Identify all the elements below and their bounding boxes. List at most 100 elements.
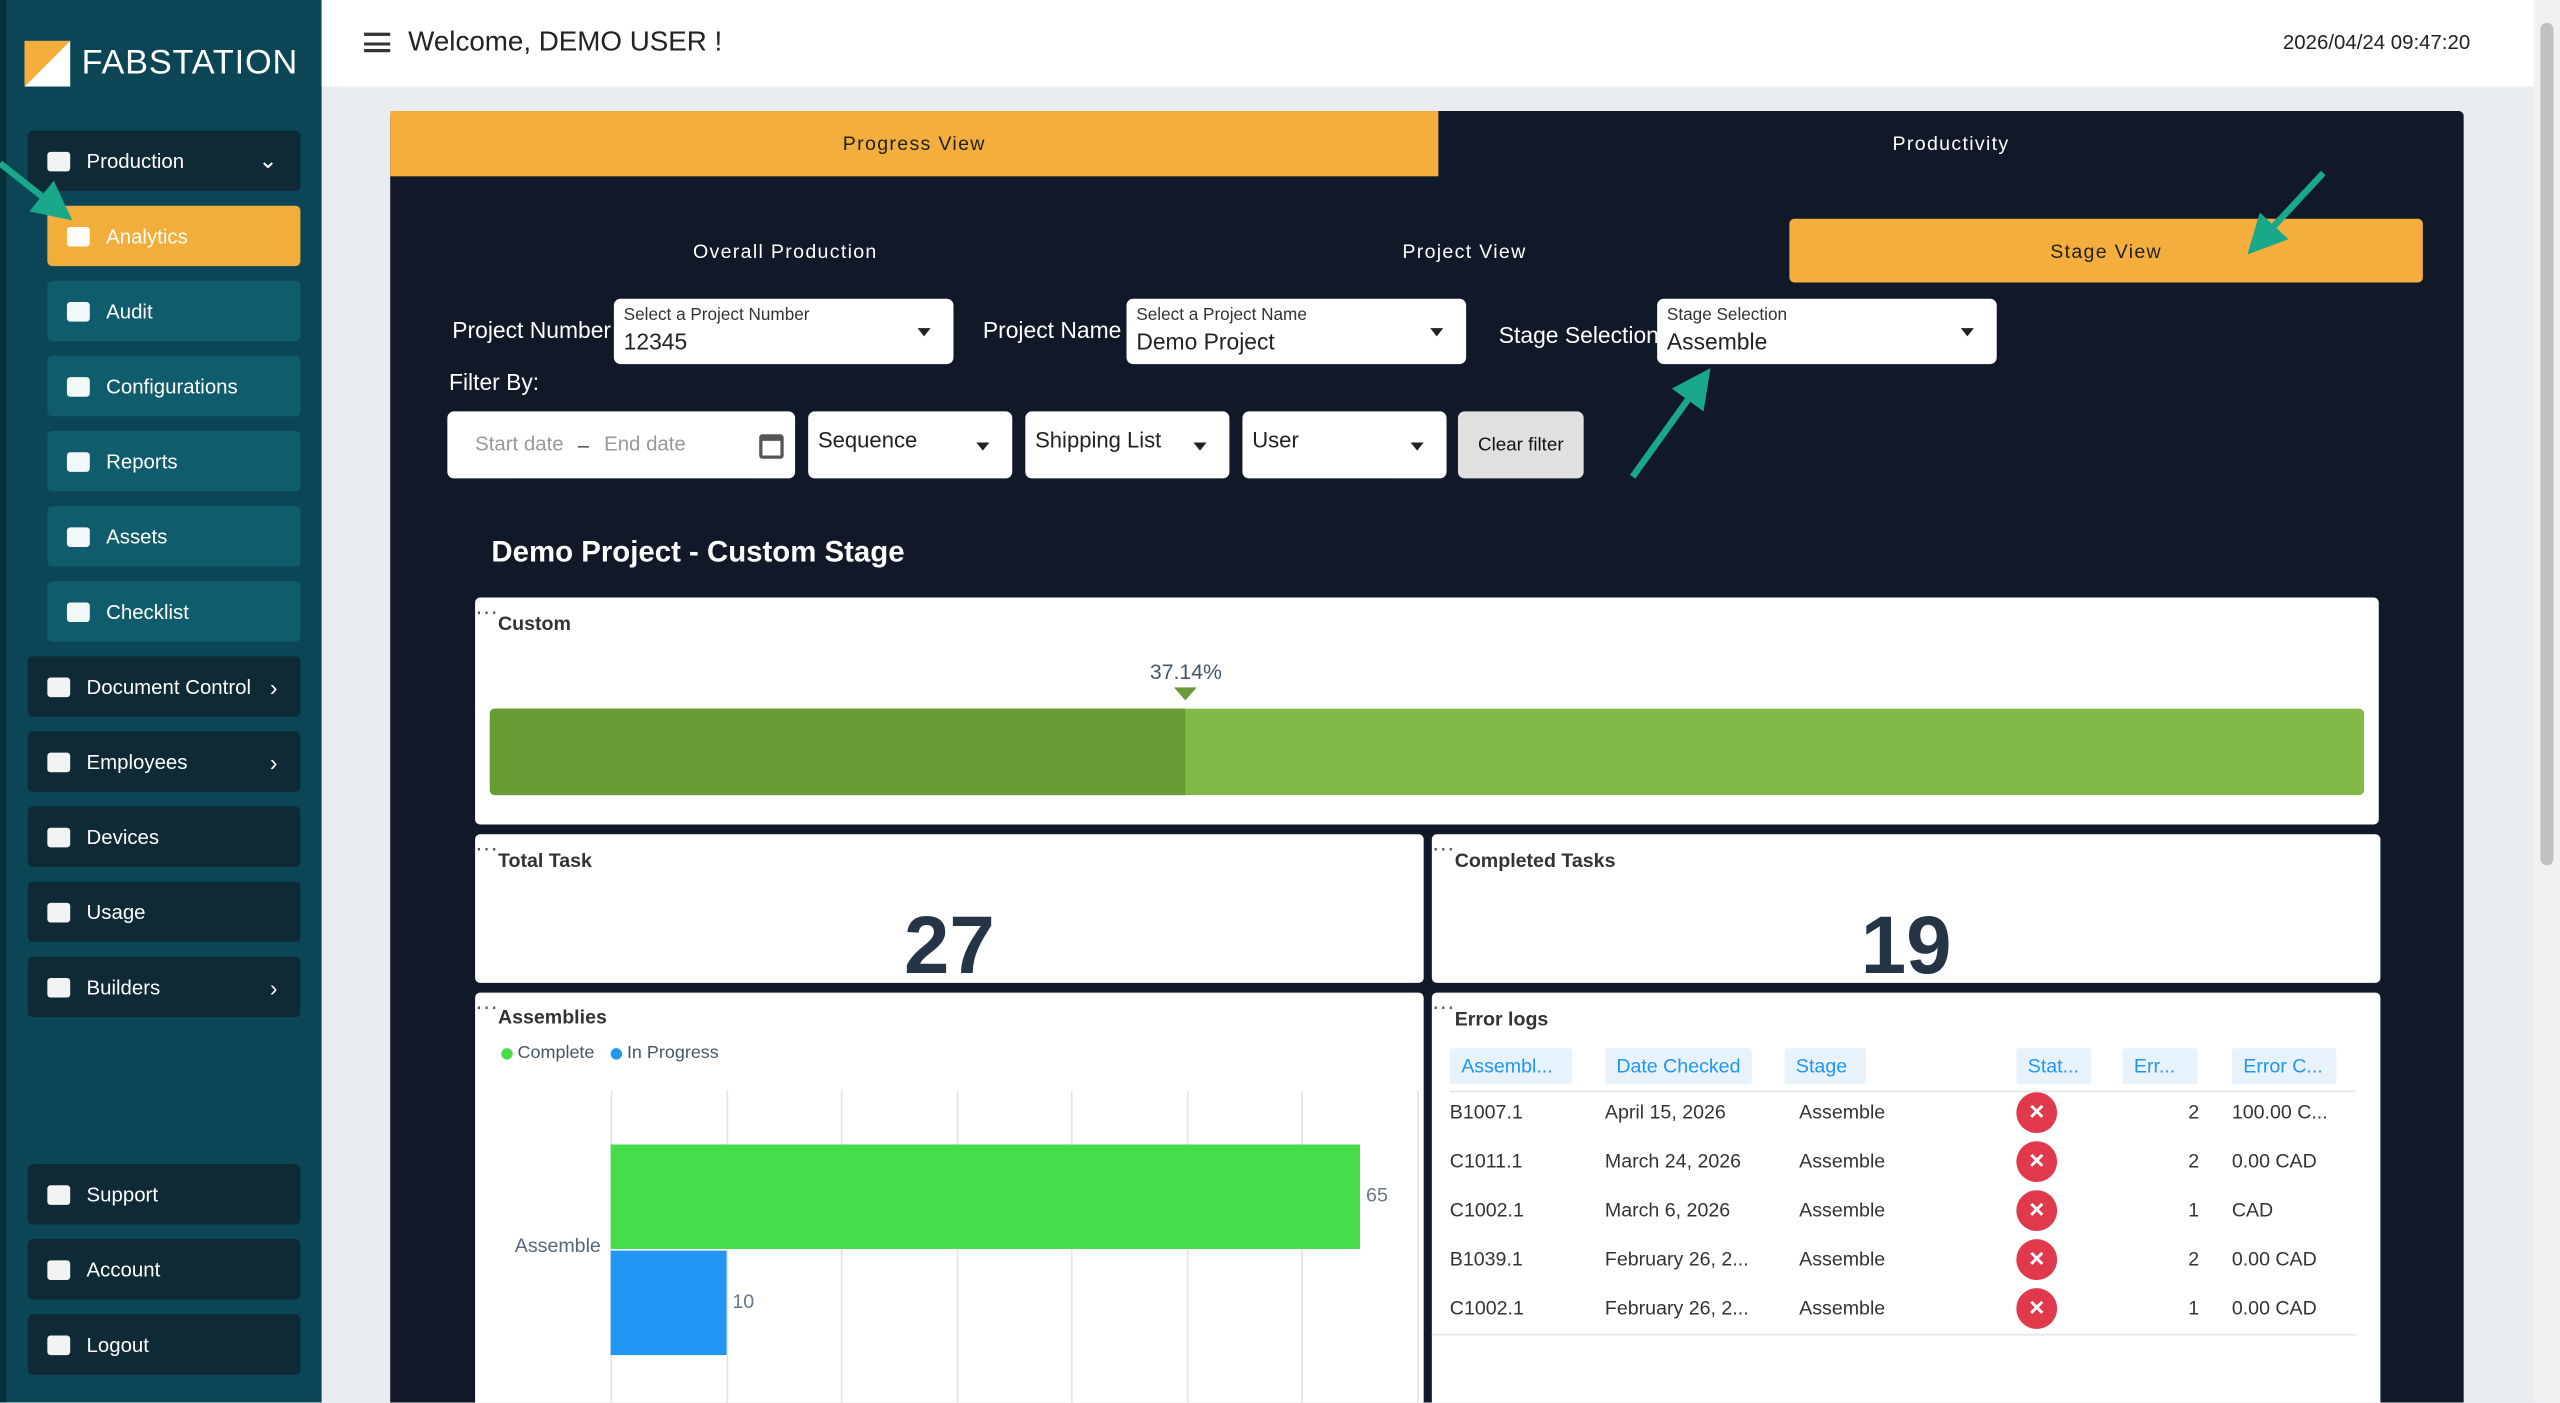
- date-range[interactable]: Start date – End date: [447, 411, 796, 479]
- nav-item[interactable]: Analytics: [47, 205, 301, 267]
- column-header[interactable]: Stat...: [2016, 1048, 2092, 1085]
- select-hint: Stage Selection: [1666, 305, 1788, 325]
- end-date: End date: [604, 432, 686, 456]
- select[interactable]: Sequence: [808, 411, 1013, 479]
- cell: March 6, 2026: [1604, 1198, 1731, 1222]
- card-title: Assemblies: [497, 1005, 607, 1029]
- icon: [47, 1334, 71, 1355]
- field-label: Project Name: [982, 316, 1122, 343]
- legend-dot: [501, 1048, 513, 1060]
- icon: [47, 977, 71, 997]
- select[interactable]: Select a Project Name Demo Project: [1126, 298, 1467, 365]
- cell: Assemble: [1799, 1247, 1886, 1271]
- icon: [66, 301, 90, 321]
- cell: 0.00 CAD: [2231, 1149, 2317, 1173]
- cell: 2: [2188, 1149, 2200, 1173]
- select[interactable]: Shipping List: [1025, 411, 1230, 479]
- select-value: 12345: [623, 328, 688, 355]
- nav-item[interactable]: Document Control ›: [27, 656, 301, 717]
- subtab[interactable]: Project View: [1402, 239, 1527, 263]
- column-header[interactable]: Date Checked: [1604, 1048, 1752, 1085]
- nav-item[interactable]: Employees ›: [27, 731, 301, 792]
- header-divider: [1449, 1090, 2356, 1093]
- select-value: Shipping List: [1035, 427, 1162, 453]
- data-label: 65: [1366, 1183, 1388, 1207]
- status-icon: ×: [2016, 1092, 2058, 1134]
- tab[interactable]: Progress View: [390, 111, 1439, 177]
- nav-item[interactable]: Builders ›: [27, 956, 301, 1018]
- cell: 0.00 CAD: [2231, 1247, 2317, 1271]
- nav-item[interactable]: Devices: [27, 806, 301, 867]
- column-header[interactable]: Err...: [2122, 1048, 2198, 1085]
- stat-value: 27: [903, 899, 995, 992]
- welcome: Welcome, DEMO USER !: [408, 26, 723, 58]
- field-label: Project Number: [452, 316, 612, 343]
- menu-dots: ···: [1431, 992, 1455, 1019]
- column-header[interactable]: Assembl...: [1449, 1048, 1573, 1085]
- select[interactable]: User: [1242, 411, 1447, 479]
- menu-dots: ···: [1431, 834, 1455, 861]
- nav-item[interactable]: Reports: [47, 431, 301, 492]
- sidebar: FABSTATION Production ⌄ Analytics Audit Confi…: [0, 0, 322, 1403]
- caret: [1430, 328, 1444, 337]
- label: Analytics: [106, 224, 188, 248]
- menu-icon[interactable]: [364, 32, 391, 53]
- icon: [47, 151, 71, 171]
- stat-value: 19: [1860, 899, 1952, 992]
- scroll-thumb: [2540, 22, 2554, 866]
- cell: C1002.1: [1449, 1296, 1524, 1320]
- nav-item[interactable]: Audit: [47, 280, 301, 342]
- chevron: ›: [269, 673, 278, 700]
- sidebar-edge: [0, 0, 7, 1403]
- cell: C1011.1: [1449, 1149, 1523, 1173]
- nav-group[interactable]: Production ⌄: [27, 130, 301, 192]
- column-header[interactable]: Stage: [1784, 1048, 1867, 1085]
- label: Logout: [86, 1333, 149, 1356]
- header: Welcome, DEMO USER ! 2026/04/24 09:47:20: [321, 0, 2534, 87]
- status-icon: ×: [2016, 1141, 2058, 1183]
- card: Error logs ··· Assembl... Date Checked Stage…: [1431, 992, 2381, 1403]
- nav-item[interactable]: Usage: [27, 881, 301, 943]
- nav-item[interactable]: Configurations: [47, 355, 301, 417]
- select[interactable]: Select a Project Number 12345: [613, 298, 954, 365]
- label: Account: [86, 1257, 161, 1281]
- label: Reports: [106, 449, 178, 473]
- icon: [47, 676, 71, 697]
- status-icon: ×: [2016, 1288, 2058, 1329]
- start-date: Start date: [475, 432, 564, 456]
- status-icon: ×: [2016, 1239, 2058, 1280]
- status-icon: ×: [2016, 1190, 2058, 1232]
- card-title: Completed Tasks: [1454, 848, 1616, 872]
- nav-item[interactable]: Logout: [27, 1314, 301, 1375]
- select-hint: Select a Project Number: [623, 305, 810, 325]
- label: Support: [86, 1182, 159, 1206]
- tab[interactable]: Productivity: [1892, 132, 2010, 156]
- nav-item[interactable]: Assets: [47, 506, 301, 567]
- chevron: ›: [269, 973, 278, 1000]
- subtab[interactable]: Overall Production: [692, 239, 878, 263]
- bar: [610, 1250, 726, 1356]
- card: Total Task ··· 27: [475, 834, 1424, 991]
- icon: [66, 526, 90, 547]
- cell: Assemble: [1799, 1100, 1886, 1124]
- label: Usage: [86, 900, 146, 924]
- legend-dot: [610, 1048, 623, 1060]
- clear-filter[interactable]: Clear filter: [1457, 411, 1584, 479]
- label: Production: [86, 149, 185, 173]
- cell: 100.00 C...: [2231, 1100, 2328, 1124]
- cell: 2: [2188, 1247, 2200, 1271]
- column-header[interactable]: Error C...: [2231, 1048, 2337, 1085]
- nav-item[interactable]: Support: [27, 1164, 301, 1225]
- calendar-icon: [759, 434, 784, 459]
- icon: [47, 1184, 71, 1205]
- cell: April 15, 2026: [1604, 1100, 1726, 1124]
- subtab[interactable]: Stage View: [1789, 218, 2423, 283]
- select-value: Sequence: [817, 427, 918, 453]
- menu-dots: ···: [475, 834, 498, 861]
- icon: [66, 451, 90, 472]
- icon: [66, 376, 90, 396]
- nav-item[interactable]: Account: [27, 1239, 301, 1300]
- select[interactable]: Stage Selection Assemble: [1657, 298, 1997, 365]
- nav-item[interactable]: Checklist: [47, 581, 301, 642]
- label: Configurations: [106, 374, 238, 398]
